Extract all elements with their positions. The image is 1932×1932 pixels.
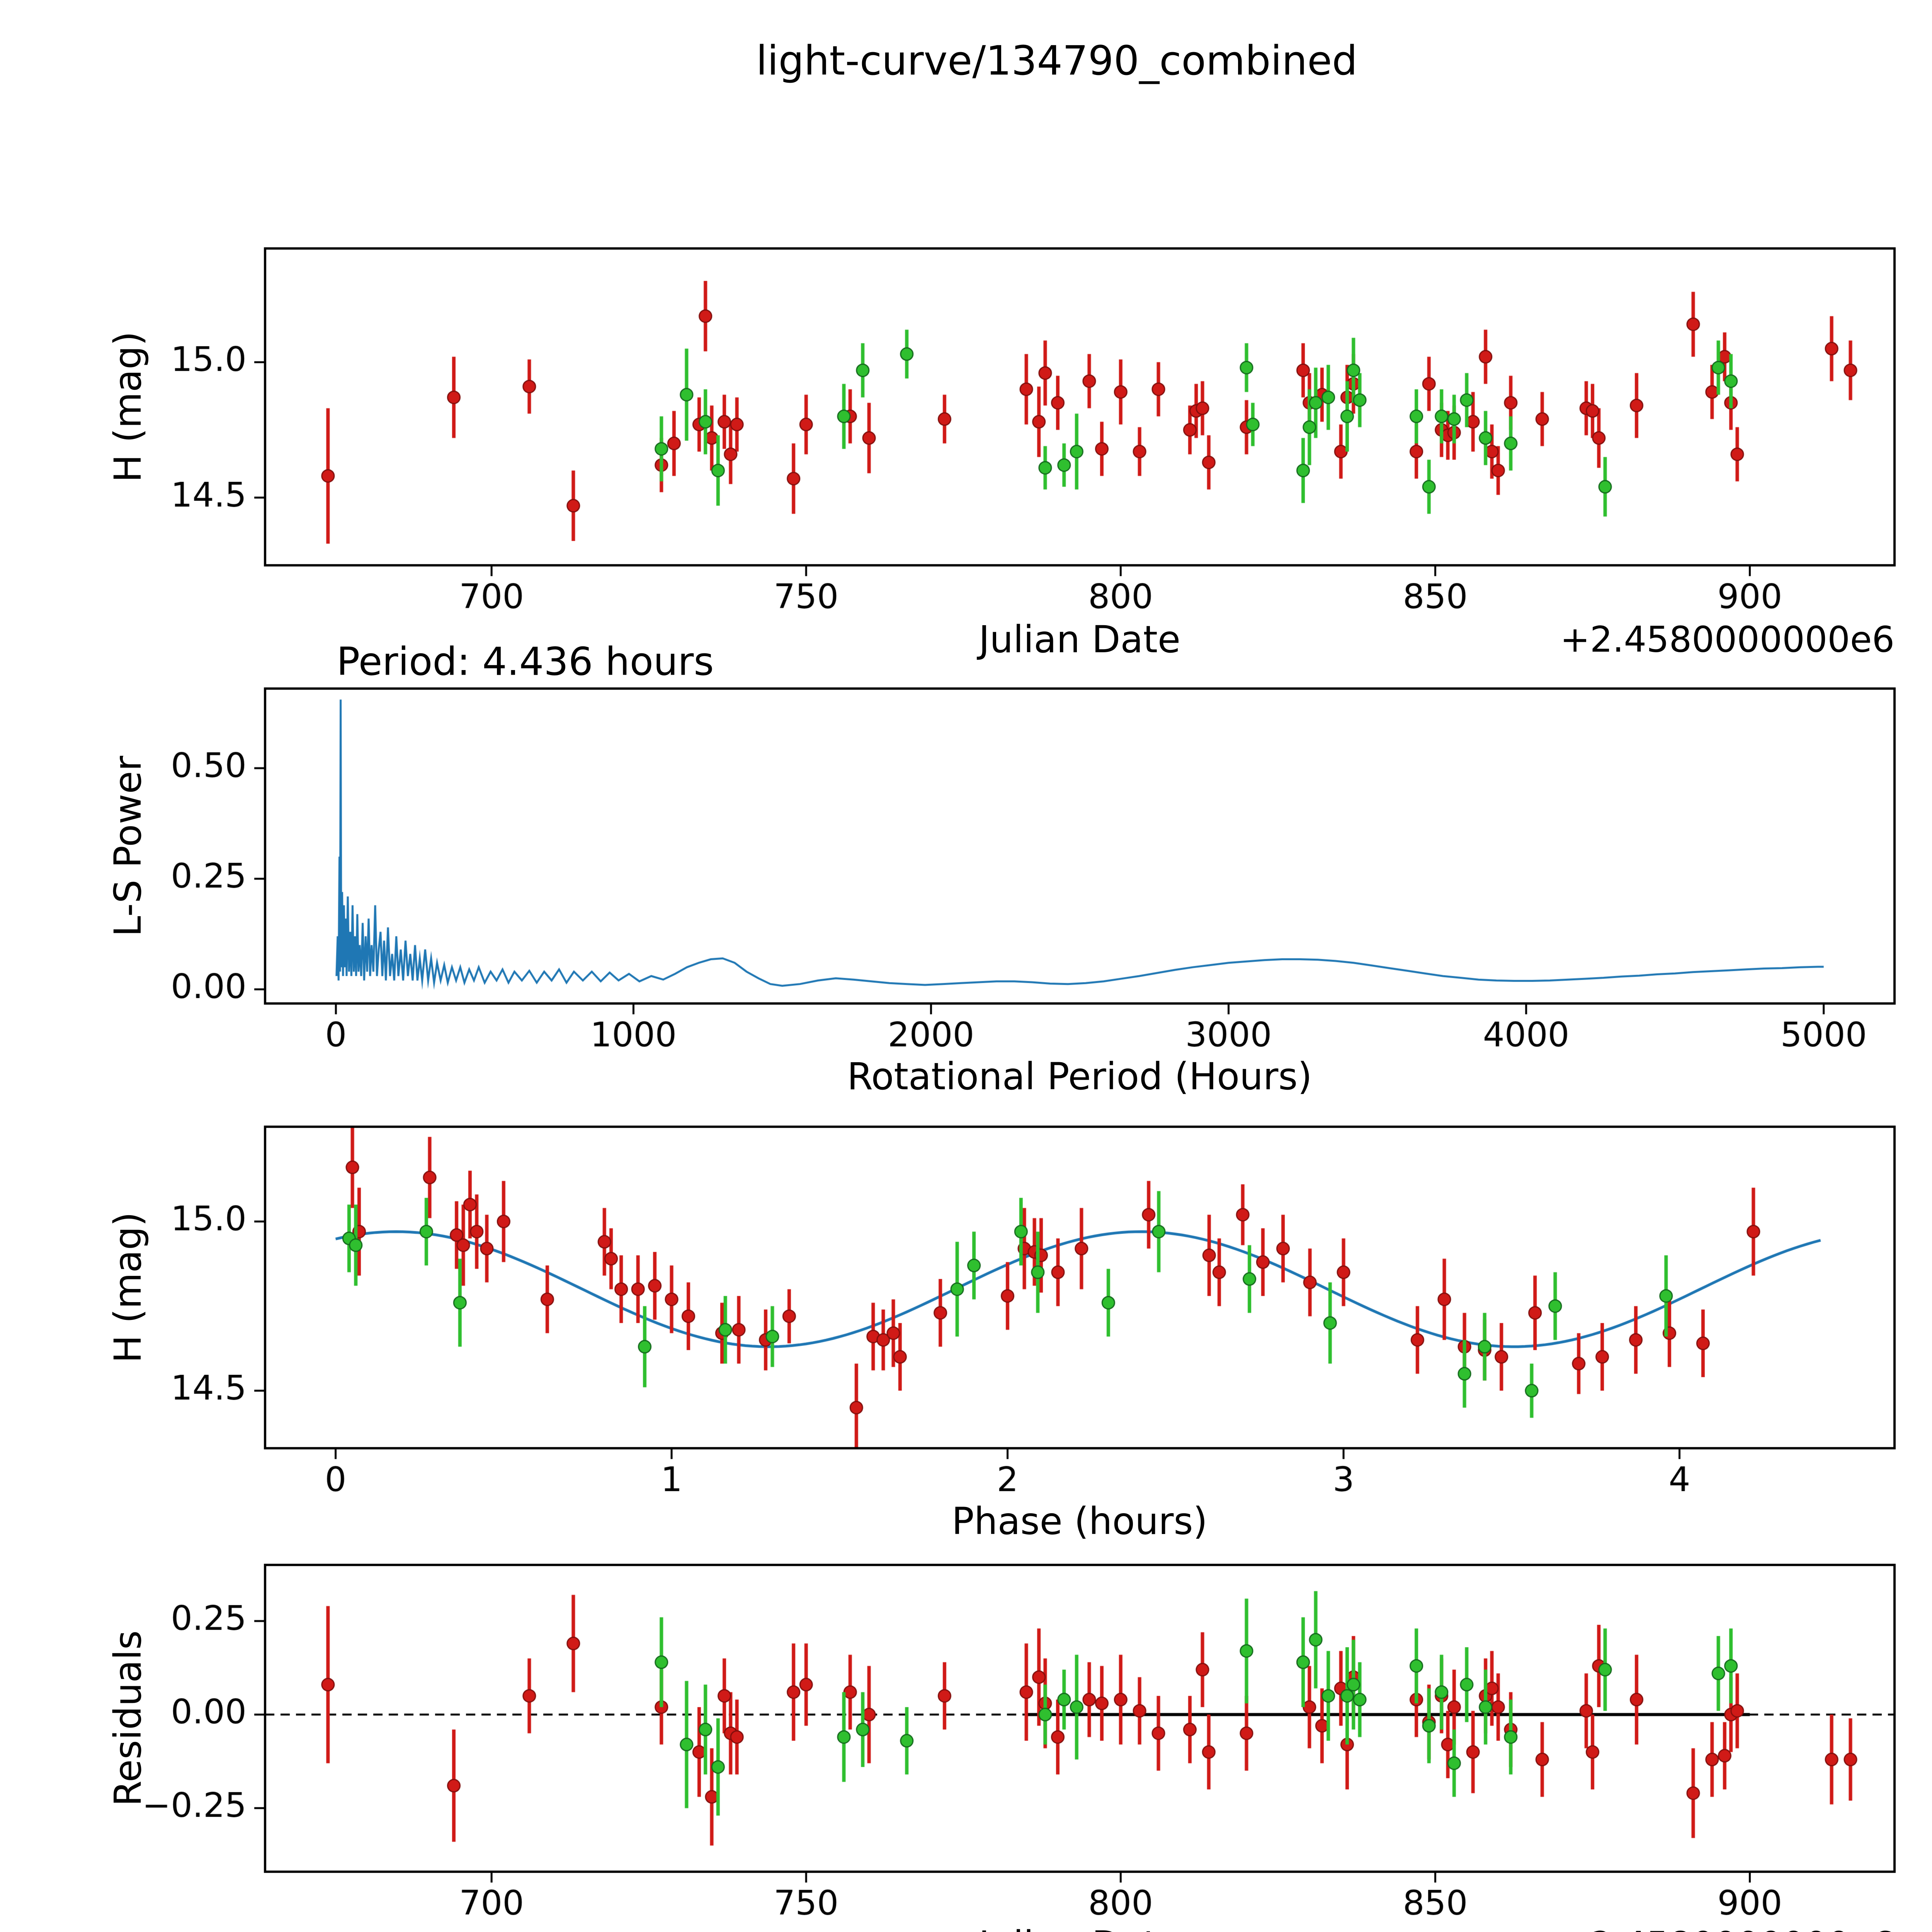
- lightcurve-x-label: Julian Date: [978, 618, 1181, 661]
- periodogram-y-label: L-S Power: [106, 755, 150, 937]
- period-annotation: Period: 4.436 hours: [337, 639, 714, 684]
- phase-x-label: Phase (hours): [952, 1500, 1208, 1543]
- lightcurve-y-label: H (mag): [106, 331, 150, 483]
- periodogram-x-label: Rotational Period (Hours): [847, 1055, 1312, 1098]
- figure-title: light-curve/134790_combined: [756, 37, 1358, 84]
- residuals-x-label: Julian Date: [979, 1923, 1180, 1932]
- residuals-y-label: Residuals: [106, 1630, 150, 1806]
- lightcurve-x-offset: +2.4580000000e6: [1560, 619, 1895, 660]
- phase-y-label: H (mag): [106, 1212, 150, 1363]
- residuals-x-offset: +2.4580000000e6: [1560, 1924, 1895, 1932]
